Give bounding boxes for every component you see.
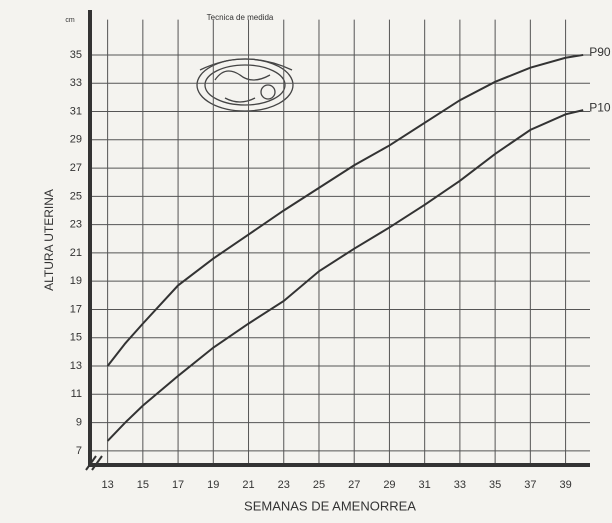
illustration — [196, 58, 294, 112]
y-axis-label: ALTURA UTERINA — [42, 189, 56, 291]
x-tick-label: 15 — [137, 479, 149, 491]
y-tick-label: 29 — [70, 134, 82, 146]
x-tick-label: 17 — [172, 479, 184, 491]
y-tick-label: 19 — [70, 275, 82, 287]
y-tick-label: 25 — [70, 190, 82, 202]
series-label: P90 — [589, 45, 611, 59]
y-tick-label: 35 — [70, 49, 82, 61]
x-tick-label: 19 — [207, 479, 219, 491]
x-tick-label: 13 — [101, 479, 113, 491]
series-line — [106, 109, 584, 442]
y-tick-label: 7 — [76, 445, 82, 457]
y-tick-label: 13 — [70, 360, 82, 372]
x-axis-label: SEMANAS DE AMENORREA — [244, 498, 416, 513]
series-label: P10 — [589, 100, 611, 114]
y-tick-label: 15 — [70, 332, 82, 344]
y-tick-label: 23 — [70, 219, 82, 231]
x-tick-label: 39 — [559, 479, 571, 491]
y-tick-label: 9 — [76, 416, 82, 428]
x-tick-label: 31 — [419, 479, 431, 491]
x-tick-label: 27 — [348, 479, 360, 491]
series-line — [106, 53, 584, 367]
y-unit: cm — [65, 17, 75, 24]
y-tick-label: 33 — [70, 77, 82, 89]
x-tick-label: 29 — [383, 479, 395, 491]
y-tick-label: 27 — [70, 162, 82, 174]
chart-title: Tecnica de medida — [207, 13, 274, 22]
x-tick-label: 33 — [454, 479, 466, 491]
y-tick-label: 21 — [70, 247, 82, 259]
x-tick-label: 21 — [242, 479, 254, 491]
x-tick-label: 37 — [524, 479, 536, 491]
x-tick-label: 25 — [313, 479, 325, 491]
y-tick-label: 11 — [71, 388, 82, 400]
x-tick-label: 35 — [489, 479, 501, 491]
y-tick-label: 17 — [70, 303, 82, 315]
x-tick-label: 23 — [278, 479, 290, 491]
y-tick-label: 31 — [70, 105, 82, 117]
